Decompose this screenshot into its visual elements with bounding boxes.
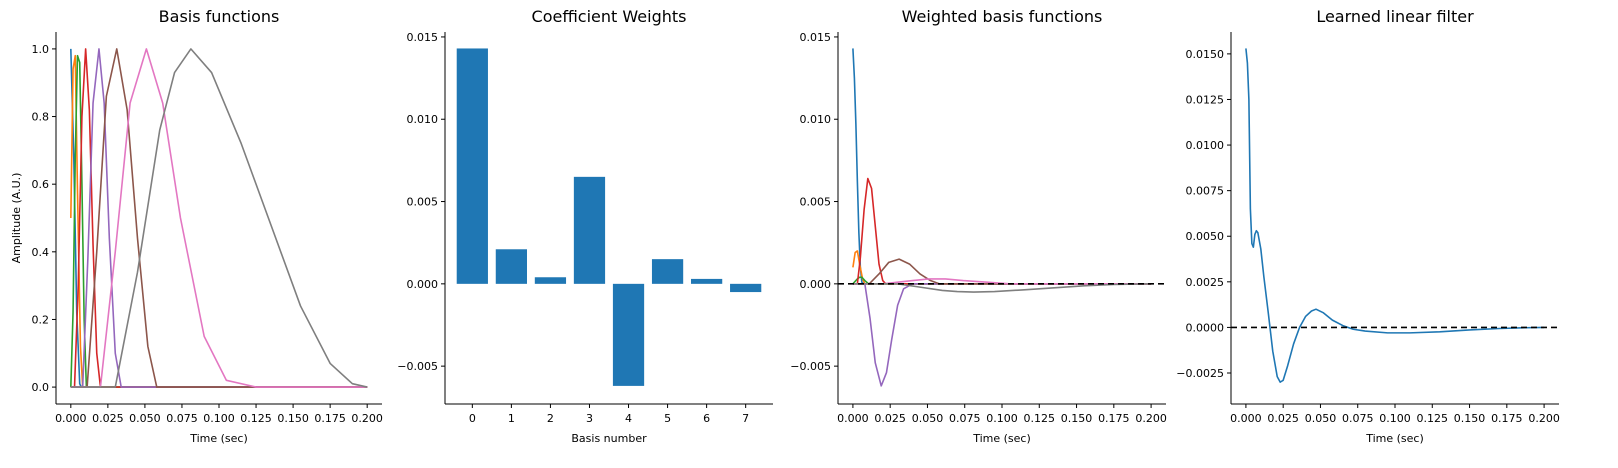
x-tick-label: 0.050 bbox=[912, 412, 944, 425]
x-tick-label: 0.100 bbox=[986, 412, 1018, 425]
x-tick-label: 6 bbox=[703, 412, 710, 425]
x-axis-label: Basis number bbox=[571, 432, 647, 445]
y-tick-label: 0.0100 bbox=[1186, 139, 1225, 152]
x-tick-label: 0.200 bbox=[1135, 412, 1167, 425]
y-tick-label: 0.0050 bbox=[1186, 230, 1225, 243]
y-tick-label: 0.0125 bbox=[1186, 93, 1225, 106]
x-tick-label: 0.000 bbox=[55, 412, 87, 425]
series-line-5 bbox=[852, 283, 1152, 387]
series-line-4 bbox=[70, 48, 368, 388]
series-line-2 bbox=[852, 250, 1152, 285]
bar-5 bbox=[651, 259, 684, 284]
x-tick-label: 0.025 bbox=[1267, 412, 1299, 425]
y-tick-label: 1.0 bbox=[32, 43, 50, 56]
y-tick-label: 0.015 bbox=[800, 31, 832, 44]
y-tick-label: 0.2 bbox=[32, 313, 50, 326]
x-tick-label: 3 bbox=[586, 412, 593, 425]
x-axis-label: Time (sec) bbox=[972, 432, 1031, 445]
chart-title: Basis functions bbox=[159, 7, 280, 26]
x-tick-label: 0.100 bbox=[203, 412, 235, 425]
y-tick-label: 0.0000 bbox=[1186, 321, 1225, 334]
y-tick-label: 0.015 bbox=[407, 31, 439, 44]
bar-1 bbox=[495, 249, 527, 284]
x-tick-label: 5 bbox=[664, 412, 671, 425]
series-line-6 bbox=[852, 258, 1152, 285]
x-tick-label: 0.150 bbox=[277, 412, 309, 425]
x-tick-label: 0.075 bbox=[949, 412, 981, 425]
bar-2 bbox=[534, 277, 567, 284]
y-tick-label: 0.000 bbox=[407, 278, 439, 291]
bar-7 bbox=[730, 283, 762, 293]
x-tick-label: 0.025 bbox=[874, 412, 906, 425]
x-axis-label: Time (sec) bbox=[189, 432, 248, 445]
x-tick-label: 0.025 bbox=[92, 412, 124, 425]
x-tick-label: 0.125 bbox=[1024, 412, 1056, 425]
x-tick-label: 0.150 bbox=[1454, 412, 1486, 425]
bar-6 bbox=[691, 278, 723, 284]
series-line-8 bbox=[852, 283, 1152, 293]
x-tick-label: 0.000 bbox=[837, 412, 869, 425]
y-tick-label: 0.0 bbox=[32, 381, 50, 394]
y-tick-label: 0.000 bbox=[800, 278, 832, 291]
series-line-1 bbox=[70, 48, 368, 388]
x-tick-label: 2 bbox=[547, 412, 554, 425]
y-tick-label: −0.005 bbox=[397, 360, 438, 373]
chart-title: Learned linear filter bbox=[1316, 7, 1474, 26]
y-tick-label: 0.010 bbox=[800, 113, 832, 126]
y-tick-label: 0.005 bbox=[800, 196, 832, 209]
y-tick-label: 0.4 bbox=[32, 246, 50, 259]
series-line-3 bbox=[70, 54, 368, 388]
y-tick-label: 0.0075 bbox=[1186, 185, 1225, 198]
x-tick-label: 7 bbox=[742, 412, 749, 425]
bar-0 bbox=[456, 48, 488, 284]
x-tick-label: 0.000 bbox=[1230, 412, 1262, 425]
bar-4 bbox=[612, 283, 645, 386]
y-tick-label: 0.6 bbox=[32, 178, 50, 191]
chart-panel-4: Learned linear filter −0.0025 0.0000 0.0025… bbox=[1176, 7, 1560, 445]
series-line-7 bbox=[70, 48, 368, 388]
x-tick-label: 0.050 bbox=[129, 412, 161, 425]
x-tick-label: 0.050 bbox=[1305, 412, 1337, 425]
x-tick-label: 4 bbox=[625, 412, 632, 425]
x-tick-label: 0.125 bbox=[1417, 412, 1449, 425]
x-tick-label: 0.175 bbox=[1098, 412, 1130, 425]
chart-title: Weighted basis functions bbox=[902, 7, 1103, 26]
x-tick-label: 0.075 bbox=[166, 412, 198, 425]
series-line-4 bbox=[852, 177, 1152, 285]
series-line-1 bbox=[1245, 48, 1545, 383]
chart-panel-1: Basis functions 0.0 0.2 0.4 0.6 0.8 1.0 0.000 0.… bbox=[10, 7, 383, 445]
bar-3 bbox=[573, 176, 606, 284]
series-line-1 bbox=[852, 48, 1152, 285]
x-axis-label: Time (sec) bbox=[1365, 432, 1424, 445]
x-tick-label: 0 bbox=[469, 412, 476, 425]
y-tick-label: 0.0150 bbox=[1186, 48, 1225, 61]
chart-panel-3: Weighted basis functions −0.005 0.000 0.005… bbox=[790, 7, 1167, 445]
series-line-8 bbox=[70, 48, 368, 388]
y-tick-label: −0.0025 bbox=[1176, 367, 1224, 380]
y-tick-label: 0.010 bbox=[407, 113, 439, 126]
y-tick-label: 0.0025 bbox=[1186, 276, 1225, 289]
x-tick-label: 0.150 bbox=[1061, 412, 1093, 425]
series-line-6 bbox=[70, 48, 368, 388]
x-tick-label: 0.175 bbox=[314, 412, 346, 425]
x-tick-label: 0.200 bbox=[351, 412, 383, 425]
x-tick-label: 0.100 bbox=[1379, 412, 1411, 425]
chart-panel-2: Coefficient Weights −0.005 0.000 0.005 0.010… bbox=[397, 7, 773, 445]
series-line-7 bbox=[852, 278, 1152, 285]
series-line-2 bbox=[70, 54, 368, 388]
y-tick-label: 0.005 bbox=[407, 196, 439, 209]
x-tick-label: 0.075 bbox=[1342, 412, 1374, 425]
y-tick-label: 0.8 bbox=[32, 111, 50, 124]
y-tick-label: −0.005 bbox=[790, 360, 831, 373]
chart-title: Coefficient Weights bbox=[532, 7, 687, 26]
x-tick-label: 0.200 bbox=[1528, 412, 1560, 425]
x-tick-label: 1 bbox=[508, 412, 515, 425]
series-line-5 bbox=[70, 48, 368, 388]
y-axis-label: Amplitude (A.U.) bbox=[10, 173, 23, 264]
x-tick-label: 0.175 bbox=[1491, 412, 1523, 425]
x-tick-label: 0.125 bbox=[240, 412, 272, 425]
